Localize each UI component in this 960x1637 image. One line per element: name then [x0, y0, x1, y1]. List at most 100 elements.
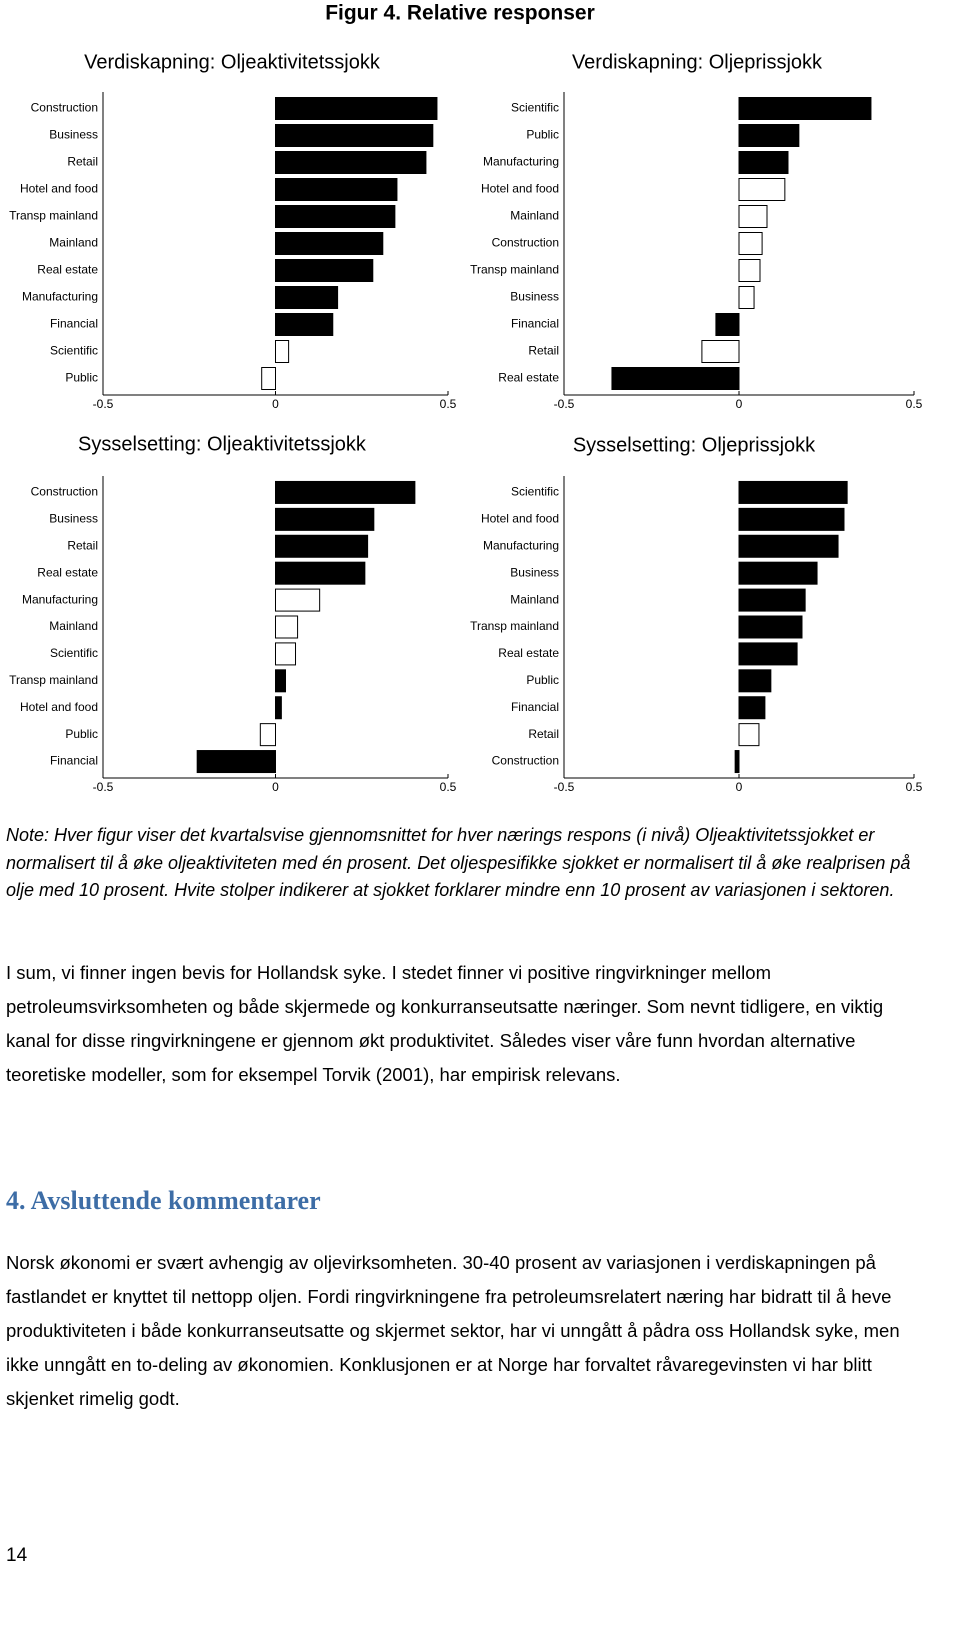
bar	[275, 124, 434, 147]
category-label: Manufacturing	[22, 592, 98, 606]
x-tick-label: -0.5	[554, 780, 575, 794]
category-label: Mainland	[510, 592, 559, 606]
x-tick-label: 0	[272, 780, 279, 794]
bar	[275, 178, 398, 201]
x-tick-label: 0.5	[906, 397, 923, 411]
category-label: Business	[510, 290, 559, 304]
category-label: Transp mainland	[9, 673, 98, 687]
paragraph: Norsk økonomi er svært avhengig av oljev…	[6, 1252, 900, 1409]
category-label: Hotel and food	[481, 182, 559, 196]
category-label: Scientific	[511, 485, 559, 499]
bar	[275, 534, 369, 558]
x-tick-label: 0.5	[906, 780, 923, 794]
category-label: Public	[526, 673, 559, 687]
bar	[261, 367, 277, 390]
category-label: Real estate	[498, 646, 559, 660]
paragraph: I sum, vi finner ingen bevis for Holland…	[6, 962, 884, 1085]
bar	[611, 367, 740, 390]
bar	[738, 205, 768, 228]
bar	[275, 313, 334, 336]
x-tick-label: 0.5	[440, 780, 457, 794]
bar	[275, 507, 375, 531]
bar	[738, 588, 806, 612]
bar	[275, 340, 290, 363]
bar	[275, 151, 427, 174]
category-label: Transp mainland	[9, 209, 98, 223]
note: Note: Hver figur viser det kvartalsvise …	[6, 825, 911, 900]
bar	[275, 696, 282, 720]
bar	[275, 642, 297, 666]
category-label: Financial	[511, 317, 559, 331]
category-label: Real estate	[37, 263, 98, 277]
bar	[738, 480, 848, 504]
x-tick-label: 0	[736, 780, 743, 794]
bar	[738, 232, 763, 255]
bar	[738, 259, 761, 282]
category-label: Hotel and food	[20, 700, 98, 714]
figure-title: Figur 4. Relative responser	[325, 2, 595, 25]
bar	[275, 588, 321, 612]
bar	[738, 534, 839, 558]
bar	[275, 259, 374, 282]
category-label: Business	[49, 512, 98, 526]
category-label: Real estate	[37, 565, 98, 579]
category-label: Hotel and food	[20, 182, 98, 196]
bar	[738, 124, 800, 147]
category-label: Financial	[511, 700, 559, 714]
bar	[275, 232, 384, 255]
category-label: Business	[510, 565, 559, 579]
bar	[738, 507, 845, 531]
category-label: Mainland	[510, 209, 559, 223]
bar	[738, 615, 803, 639]
x-tick-label: -0.5	[93, 780, 114, 794]
bar	[275, 205, 396, 228]
category-label: Real estate	[498, 371, 559, 385]
bar	[715, 313, 740, 336]
bar	[734, 750, 740, 774]
category-label: Construction	[31, 485, 98, 499]
bar	[275, 97, 438, 120]
category-label: Public	[526, 128, 559, 142]
category-label: Scientific	[50, 646, 98, 660]
category-label: Mainland	[49, 236, 98, 250]
bar	[738, 723, 760, 747]
bar	[738, 642, 798, 666]
bar	[738, 178, 786, 201]
category-label: Manufacturing	[483, 538, 559, 552]
bar	[275, 561, 366, 585]
bar	[196, 750, 276, 774]
category-label: Retail	[67, 538, 98, 552]
category-label: Mainland	[49, 619, 98, 633]
category-label: Scientific	[511, 101, 559, 115]
chart-title: Verdiskapning: Oljeaktivitetssjokk	[84, 51, 381, 73]
bar	[275, 669, 287, 693]
chart-title: Sysselsetting: Oljeprissjokk	[573, 434, 816, 456]
category-label: Transp mainland	[470, 619, 559, 633]
category-label: Construction	[492, 754, 559, 768]
chart-title: Verdiskapning: Oljeprissjokk	[572, 51, 823, 73]
heading: 4. Avsluttende kommentarer	[6, 1186, 321, 1215]
category-label: Business	[49, 128, 98, 142]
figure: Figur 4. Relative responser Verdiskapnin…	[9, 2, 923, 795]
bar	[275, 480, 416, 504]
bar	[738, 669, 772, 693]
bar	[738, 286, 755, 309]
category-label: Retail	[528, 344, 559, 358]
chart-title: Sysselsetting: Oljeaktivitetssjokk	[78, 433, 367, 455]
category-label: Manufacturing	[483, 155, 559, 169]
bar	[738, 696, 766, 720]
category-label: Construction	[31, 101, 98, 115]
category-label: Retail	[67, 155, 98, 169]
page-number: 14	[6, 1545, 28, 1566]
bar	[738, 97, 872, 120]
bar	[275, 615, 299, 639]
category-label: Transp mainland	[470, 263, 559, 277]
bar	[738, 561, 818, 585]
category-label: Construction	[492, 236, 559, 250]
category-label: Public	[65, 727, 98, 741]
category-label: Financial	[50, 317, 98, 331]
category-label: Public	[65, 371, 98, 385]
category-label: Scientific	[50, 344, 98, 358]
x-tick-label: 0	[272, 397, 279, 411]
